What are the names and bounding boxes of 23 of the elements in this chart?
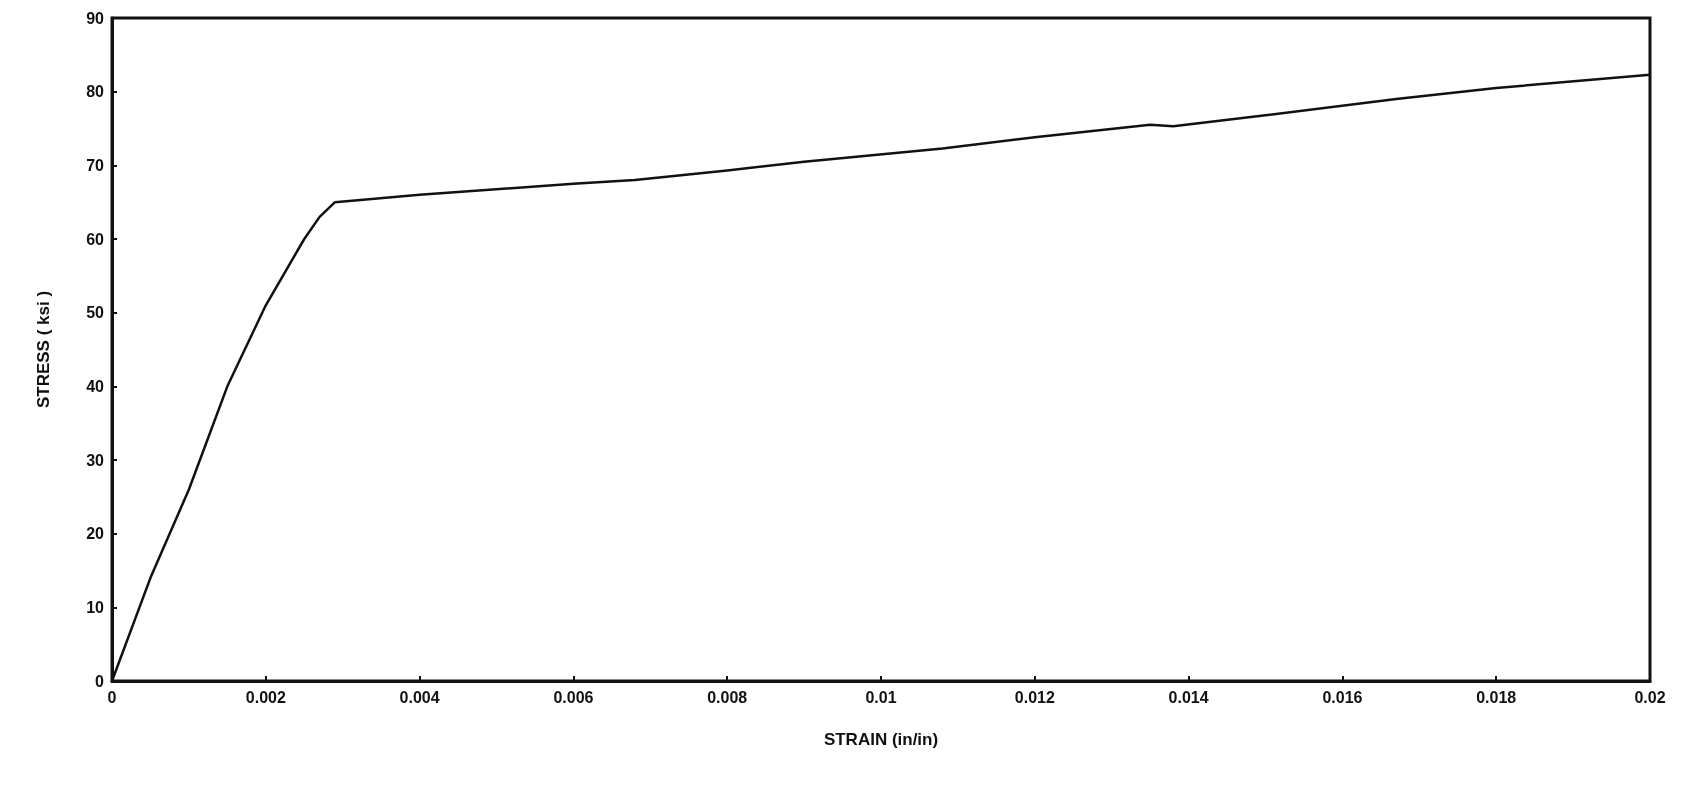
x-tick-label: 0.014 [1168, 688, 1209, 706]
x-tick-label: 0 [107, 688, 117, 706]
y-tick-label: 30 [86, 451, 105, 469]
x-axis-title: STRAIN (in/in) [823, 730, 939, 749]
x-tick-label: 0.006 [553, 688, 594, 706]
y-tick-label: 50 [86, 304, 105, 322]
x-tick-label: 0.002 [245, 688, 286, 706]
x-tick-label: 0.004 [399, 688, 440, 706]
x-tick-label: 0.012 [1014, 688, 1055, 706]
x-tick-label: 0.02 [1634, 688, 1666, 706]
y-axis-title: STRESS ( ksi ) [34, 290, 53, 409]
y-tick-label: 10 [86, 598, 105, 616]
y-tick-label: 80 [86, 83, 105, 101]
y-tick-label: 60 [86, 230, 105, 248]
y-tick-label: 40 [86, 377, 105, 395]
x-tick-label: 0.018 [1476, 688, 1517, 706]
x-tick-label: 0.016 [1322, 688, 1363, 706]
x-tick-label: 0.01 [865, 688, 897, 706]
y-tick-label: 0 [95, 672, 105, 690]
y-tick-label: 90 [86, 9, 105, 27]
x-tick-label: 0.008 [707, 688, 748, 706]
y-tick-label: 70 [86, 156, 105, 174]
y-tick-label: 20 [86, 525, 105, 543]
